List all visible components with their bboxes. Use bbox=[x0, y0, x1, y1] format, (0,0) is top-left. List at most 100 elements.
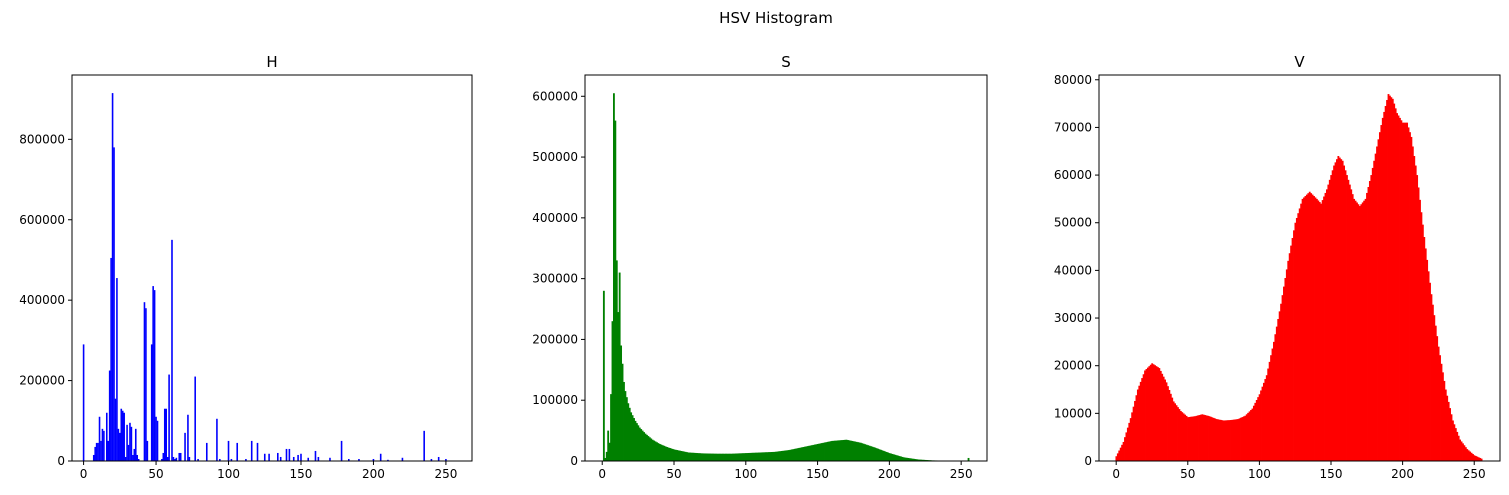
bar-v-196 bbox=[1396, 113, 1398, 462]
bar-s-43 bbox=[663, 445, 666, 461]
bar-v-230 bbox=[1444, 389, 1447, 461]
bar-v-141 bbox=[1317, 200, 1320, 462]
bar-s-138 bbox=[799, 447, 802, 461]
bar-s-85 bbox=[723, 453, 726, 461]
bar-v-87 bbox=[1240, 417, 1242, 461]
bar-s-81 bbox=[717, 453, 720, 461]
bar-v-60 bbox=[1201, 414, 1204, 461]
bar-s-207 bbox=[898, 456, 901, 461]
bar-v-83 bbox=[1234, 419, 1237, 461]
bar-v-183 bbox=[1377, 139, 1380, 461]
bar-s-156 bbox=[825, 442, 828, 461]
bar-v-79 bbox=[1228, 420, 1231, 461]
bar-s-73 bbox=[706, 453, 709, 461]
bar-h-32 bbox=[129, 422, 131, 461]
bar-v-192 bbox=[1390, 97, 1393, 462]
bar-h-160 bbox=[314, 450, 317, 461]
bar-s-75 bbox=[709, 453, 712, 461]
bar-v-44 bbox=[1178, 409, 1181, 461]
bar-h-8 bbox=[94, 446, 96, 461]
bar-v-241 bbox=[1460, 441, 1463, 461]
bar-s-99 bbox=[743, 453, 746, 461]
bar-v-47 bbox=[1182, 413, 1185, 461]
panel-v: V 0 50 100 150 200 250 0 10000 20000 30000 40000 500… bbox=[1054, 53, 1501, 481]
bar-v-59 bbox=[1199, 414, 1202, 461]
bar-h-38 bbox=[137, 458, 140, 461]
bar-v-166 bbox=[1353, 198, 1356, 461]
panel-title-v: V bbox=[1294, 53, 1305, 71]
xtick-label-s-150: 150 bbox=[806, 467, 829, 481]
bar-v-0 bbox=[1115, 456, 1118, 461]
ytick-label-h-0: 0 bbox=[57, 454, 65, 468]
bar-s-118 bbox=[770, 452, 773, 461]
bar-s-90 bbox=[730, 453, 733, 461]
bar-s-144 bbox=[808, 445, 811, 461]
panel-h: H 0 50 100 150 200 250 0 200000 400000 600000 80000… bbox=[19, 53, 473, 481]
bar-s-28 bbox=[641, 430, 644, 461]
bar-v-177 bbox=[1368, 181, 1371, 461]
bar-s-108 bbox=[756, 452, 759, 461]
bar-v-21 bbox=[1145, 369, 1148, 461]
bar-s-58 bbox=[684, 451, 687, 461]
bar-v-159 bbox=[1343, 165, 1346, 462]
bar-v-40 bbox=[1172, 401, 1175, 461]
bar-h-92 bbox=[216, 418, 218, 461]
bar-s-214 bbox=[908, 458, 911, 461]
bar-v-10 bbox=[1129, 418, 1132, 461]
xtick-label-h-100: 100 bbox=[217, 467, 240, 481]
bar-v-89 bbox=[1242, 416, 1245, 461]
bar-v-50 bbox=[1187, 417, 1189, 461]
bar-s-193 bbox=[878, 449, 881, 461]
bar-v-205 bbox=[1409, 132, 1411, 461]
bar-v-172 bbox=[1361, 202, 1364, 462]
bar-s-135 bbox=[795, 448, 798, 461]
bar-h-73 bbox=[188, 456, 191, 461]
bar-s-165 bbox=[838, 440, 841, 461]
bar-s-148 bbox=[814, 444, 816, 461]
bar-v-23 bbox=[1148, 366, 1151, 461]
bar-s-222 bbox=[920, 459, 923, 461]
bar-v-19 bbox=[1142, 374, 1145, 461]
bar-s-17 bbox=[625, 397, 628, 461]
bar-v-186 bbox=[1381, 117, 1384, 461]
bar-s-89 bbox=[729, 453, 732, 461]
bar-s-199 bbox=[887, 452, 890, 461]
bar-h-33 bbox=[130, 426, 133, 461]
bar-v-195 bbox=[1394, 108, 1397, 462]
bar-s-76 bbox=[710, 453, 713, 461]
bar-v-99 bbox=[1257, 397, 1260, 461]
bar-v-227 bbox=[1440, 363, 1443, 461]
bar-v-236 bbox=[1453, 424, 1456, 461]
bar-h-24 bbox=[117, 428, 120, 461]
bar-v-193 bbox=[1391, 98, 1394, 461]
ytick-label-v-0: 0 bbox=[1084, 454, 1092, 468]
bar-v-231 bbox=[1446, 395, 1449, 461]
bar-v-201 bbox=[1403, 122, 1406, 462]
bar-s-70 bbox=[702, 453, 704, 461]
bar-s-202 bbox=[891, 453, 894, 461]
bar-s-6 bbox=[610, 394, 612, 461]
bar-v-188 bbox=[1384, 105, 1387, 461]
bar-h-25 bbox=[119, 432, 121, 461]
bar-v-252 bbox=[1476, 456, 1479, 461]
bar-s-145 bbox=[809, 445, 812, 461]
bar-v-54 bbox=[1192, 416, 1195, 461]
bar-v-180 bbox=[1373, 160, 1376, 461]
bar-v-210 bbox=[1416, 175, 1419, 461]
bar-v-152 bbox=[1333, 165, 1335, 462]
bar-v-164 bbox=[1350, 189, 1353, 461]
bar-s-221 bbox=[918, 459, 921, 461]
bar-s-77 bbox=[712, 453, 714, 461]
bar-v-55 bbox=[1194, 416, 1197, 461]
bar-v-46 bbox=[1181, 412, 1184, 461]
bar-v-209 bbox=[1414, 165, 1417, 462]
bar-h-10 bbox=[97, 442, 99, 461]
bar-v-150 bbox=[1330, 175, 1333, 461]
xtick-label-v-250: 250 bbox=[1463, 467, 1486, 481]
ytick-label-s-300000: 300000 bbox=[532, 272, 578, 286]
bar-h-34 bbox=[132, 454, 134, 461]
bar-h-48 bbox=[152, 286, 154, 461]
bar-v-110 bbox=[1273, 341, 1275, 461]
bar-v-254 bbox=[1479, 457, 1482, 461]
bar-v-94 bbox=[1250, 410, 1252, 461]
